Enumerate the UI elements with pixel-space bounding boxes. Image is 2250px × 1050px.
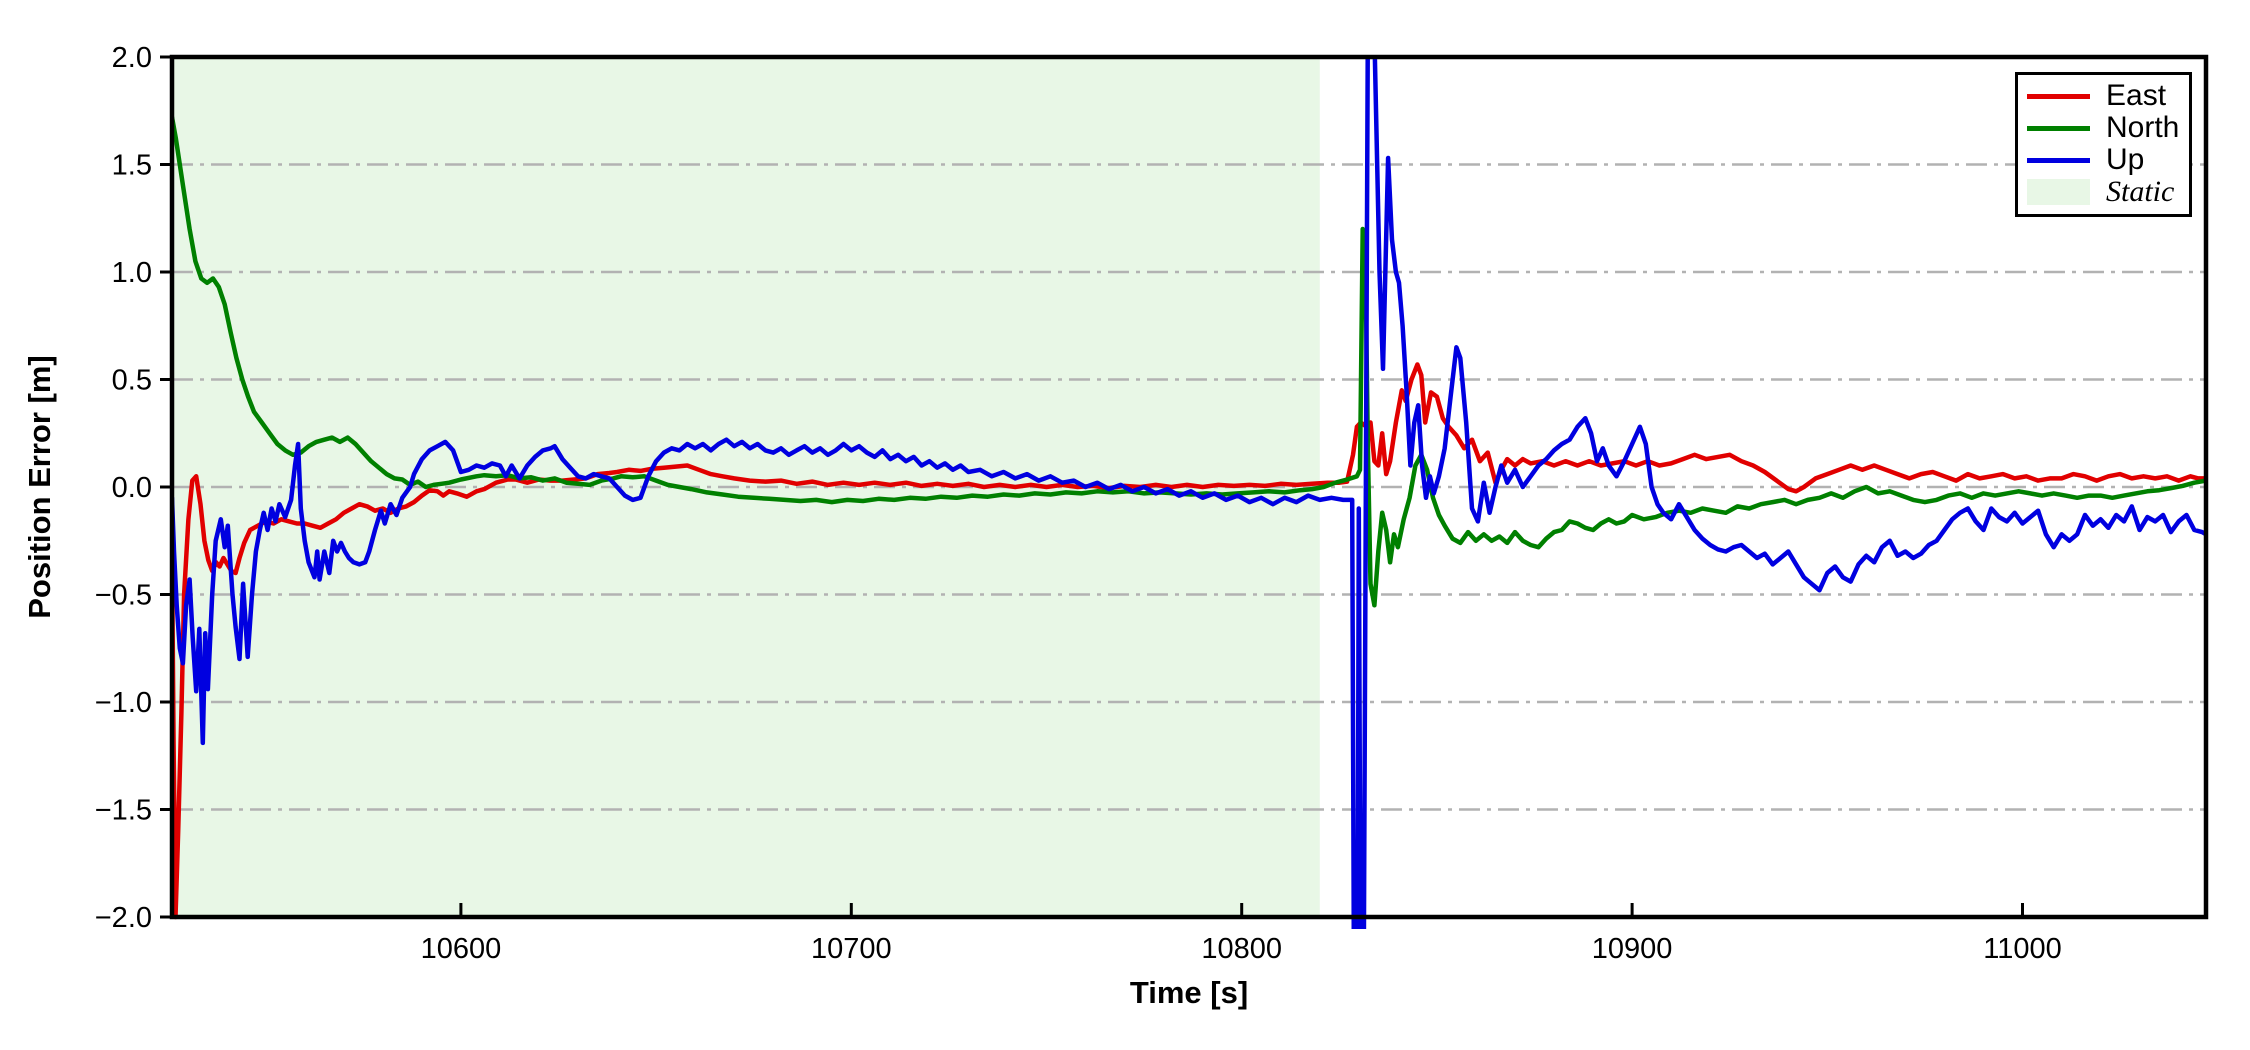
north-line-swatch: [2027, 125, 2090, 131]
x-tick-label: 10800: [1201, 933, 1282, 965]
x-tick-label: 11000: [1983, 933, 2062, 965]
legend-item-static: Static: [2018, 176, 2189, 208]
east-line-swatch: [2027, 93, 2090, 99]
x-axis-label: Time [s]: [1129, 975, 1249, 1010]
series-line-north: [172, 114, 2206, 608]
y-tick-label: −0.5: [95, 580, 152, 612]
legend-label-static: Static: [2106, 175, 2175, 208]
legend-item-up: Up: [2018, 144, 2189, 176]
y-tick-label: 0.0: [112, 472, 152, 504]
series-line-east: [172, 362, 2206, 920]
up-line-swatch: [2027, 157, 2090, 163]
legend-item-north: North: [2018, 112, 2189, 144]
legend: East North Up Static: [2015, 72, 2192, 217]
y-tick-label: 2.0: [112, 42, 152, 74]
legend-label-up: Up: [2106, 143, 2145, 176]
y-tick-label: −2.0: [95, 902, 152, 934]
y-tick-label: 0.5: [112, 365, 152, 397]
y-tick-label: 1.0: [112, 257, 152, 289]
y-axis-label: Position Error [m]: [22, 355, 57, 619]
static-patch-swatch: [2027, 179, 2090, 205]
x-tick-label: 10900: [1592, 933, 1673, 965]
series-line-up: [172, 57, 2206, 929]
legend-label-north: North: [2106, 111, 2180, 144]
y-tick-label: 1.5: [112, 150, 152, 182]
legend-label-east: East: [2106, 79, 2167, 112]
plot-border: [169, 54, 2209, 920]
legend-item-east: East: [2018, 80, 2189, 112]
y-tick-label: −1.0: [95, 687, 152, 719]
x-tick-label: 10600: [421, 933, 502, 965]
y-tick-label: −1.5: [95, 795, 152, 827]
x-tick-label: 10700: [811, 933, 892, 965]
